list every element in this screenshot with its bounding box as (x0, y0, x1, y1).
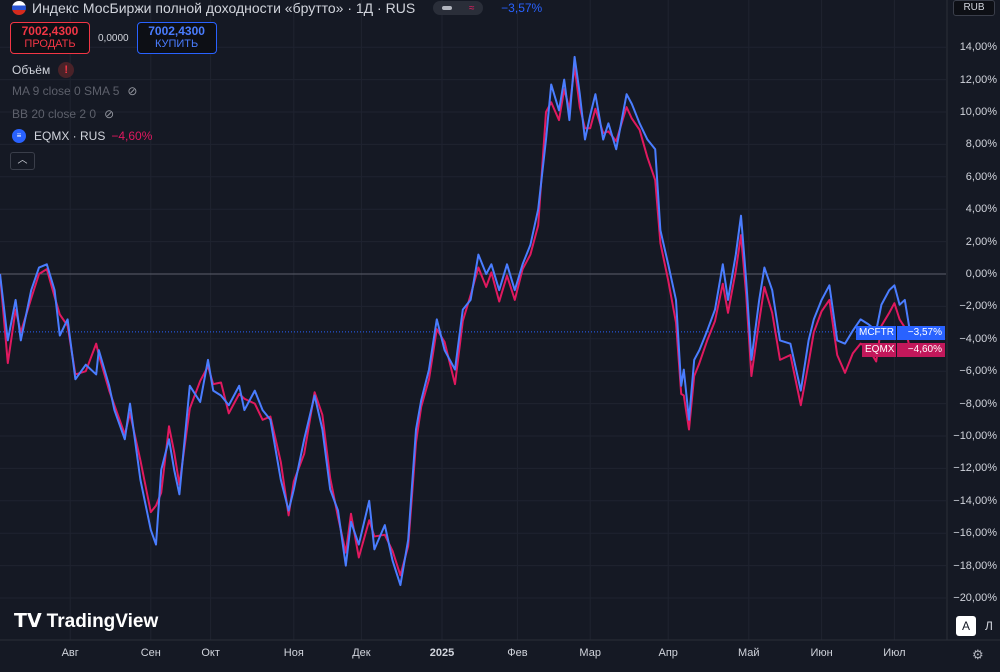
y-tick-label: −20,00% (953, 592, 997, 604)
eye-hidden-icon[interactable]: ⊘ (127, 84, 138, 98)
buy-label: КУПИТЬ (154, 38, 199, 50)
eye-hidden-icon[interactable]: ⊘ (104, 107, 115, 121)
sell-label: ПРОДАТЬ (24, 38, 76, 50)
y-tick-label: −2,00% (959, 300, 997, 313)
y-tick-label: 14,00% (959, 41, 997, 54)
y-tick-label: −10,00% (953, 430, 997, 442)
x-tick-label: Апр (658, 647, 678, 659)
legend-compare[interactable]: ≡ EQMX · RUS −4,60% (12, 129, 152, 143)
x-tick-label: Дек (352, 647, 371, 659)
y-tick-label: −6,00% (959, 365, 997, 378)
mcftr-tag: MCFTR (856, 326, 896, 340)
y-tick-label: 8,00% (965, 138, 997, 151)
chart-header: Индекс МосБиржи полной доходности «брутт… (12, 0, 542, 16)
legend-bb[interactable]: BB 20 close 2 0 ⊘ (12, 107, 114, 121)
tradingview-logo[interactable]: 𝗧𝗩 TradingView (14, 610, 158, 633)
legend-volume[interactable]: Объём! (12, 62, 75, 78)
trade-panel: 7002,4300 ПРОДАТЬ 0,0000 7002,4300 КУПИТЬ (10, 22, 217, 54)
mcftr-value-label: −3,57% (897, 326, 945, 340)
currency-selector[interactable]: RUB (953, 0, 995, 16)
x-tick-label: 2025 (429, 647, 455, 659)
x-tick-label: Окт (201, 647, 220, 659)
y-tick-label: 10,00% (959, 106, 997, 118)
ma-label: MA 9 close 0 SMA 5 (12, 84, 120, 98)
x-tick-label: Июл (883, 647, 906, 659)
x-tick-label: Сен (140, 647, 161, 659)
warning-icon[interactable]: ! (58, 62, 75, 78)
logo-text: TradingView (46, 610, 159, 632)
symbol-change: −3,57% (501, 1, 543, 15)
y-tick-label: −16,00% (953, 527, 997, 540)
bb-label: BB 20 close 2 0 (12, 107, 97, 121)
compare-toggle[interactable]: ≈ (433, 1, 484, 15)
y-tick-label: −8,00% (959, 397, 997, 410)
spread-value: 0,0000 (98, 32, 129, 44)
y-tick-label: 12,00% (959, 73, 997, 86)
settings-gear-icon[interactable]: ⚙ (972, 647, 984, 662)
x-tick-label: Июн (810, 647, 833, 659)
series-line-mcftr[interactable] (0, 55, 911, 587)
y-tick-label: −18,00% (953, 559, 997, 572)
legend-ma[interactable]: MA 9 close 0 SMA 5 ⊘ (12, 84, 137, 98)
log-scale-button[interactable]: Л (985, 619, 993, 633)
x-tick-label: Авг (61, 647, 79, 659)
eqmx-value-label: −4,60% (897, 343, 945, 357)
y-tick-label: 6,00% (965, 170, 997, 183)
x-tick-label: Ноя (283, 647, 304, 659)
sell-button[interactable]: 7002,4300 ПРОДАТЬ (10, 22, 90, 54)
sell-price: 7002,4300 (21, 24, 79, 38)
y-tick-label: −14,00% (953, 494, 997, 507)
y-tick-label: −12,00% (953, 462, 997, 475)
collapse-legend-button[interactable]: ︿ (10, 152, 35, 170)
compare-symbol: EQMX · RUS (34, 129, 106, 143)
buy-price: 7002,4300 (148, 24, 205, 38)
russia-flag-icon (12, 1, 26, 15)
y-tick-label: 0,00% (965, 268, 997, 280)
tv-logo-icon: 𝗧𝗩 (14, 611, 42, 632)
wave-icon: ≈ (469, 2, 475, 14)
eqmx-logo-icon: ≡ (12, 129, 26, 143)
compare-change: −4,60% (111, 129, 153, 143)
eqmx-tag: EQMX (862, 343, 896, 357)
x-tick-label: Май (738, 647, 760, 659)
x-tick-label: Фев (507, 647, 528, 659)
y-tick-label: 2,00% (965, 235, 997, 248)
symbol-title[interactable]: Индекс МосБиржи полной доходности «брутт… (32, 0, 416, 16)
x-tick-label: Мар (579, 647, 601, 659)
auto-scale-button[interactable]: A (956, 616, 976, 636)
y-tick-label: −4,00% (959, 332, 997, 345)
y-tick-label: 4,00% (965, 203, 997, 216)
volume-label: Объём (12, 63, 51, 77)
minus-icon (441, 6, 452, 10)
buy-button[interactable]: 7002,4300 КУПИТЬ (136, 22, 217, 54)
